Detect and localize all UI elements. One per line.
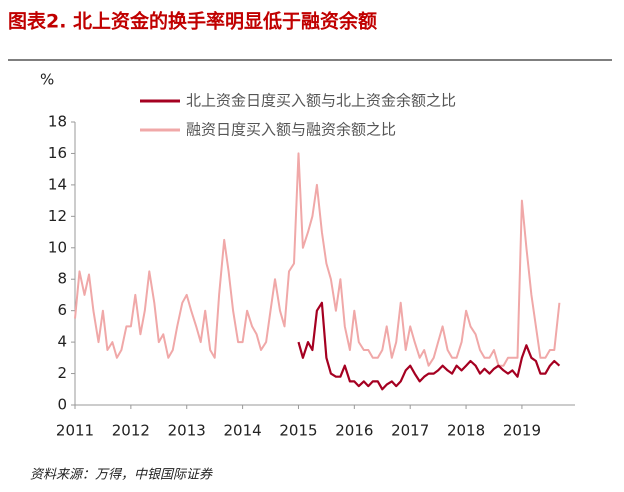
- x-tick-label: 2013: [168, 422, 206, 440]
- x-tick-label: 2017: [391, 422, 429, 440]
- x-tick-label: 2019: [503, 422, 541, 440]
- legend-label: 北上资金日度买入额与北上资金余额之比: [186, 92, 456, 110]
- chart-title: 图表2. 北上资金的换手率明显低于融资余额: [8, 10, 377, 33]
- x-tick-label: 2018: [447, 422, 485, 440]
- x-tick-label: 2014: [224, 422, 262, 440]
- source-note: 资料来源：万得，中银国际证券: [30, 468, 213, 483]
- y-tick-label: 10: [48, 238, 67, 256]
- series-line: [297, 301, 561, 391]
- y-tick-label: 4: [57, 333, 67, 351]
- y-tick-label: 6: [57, 301, 67, 319]
- series-line: [74, 152, 561, 367]
- y-tick-label: 12: [48, 207, 67, 225]
- y-tick-label: 16: [48, 144, 67, 162]
- x-tick-label: 2012: [112, 422, 150, 440]
- y-tick-label: 14: [48, 175, 67, 193]
- y-tick-label: 0: [57, 396, 67, 414]
- x-tick-label: 2016: [335, 422, 373, 440]
- y-tick-label: 8: [57, 270, 67, 288]
- y-axis-label: %: [40, 71, 54, 89]
- y-tick-label: 18: [48, 113, 67, 131]
- y-tick-label: 2: [57, 364, 67, 382]
- x-tick-label: 2015: [279, 422, 317, 440]
- legend-label: 融资日度买入额与融资余额之比: [186, 121, 396, 139]
- x-tick-label: 2011: [56, 422, 94, 440]
